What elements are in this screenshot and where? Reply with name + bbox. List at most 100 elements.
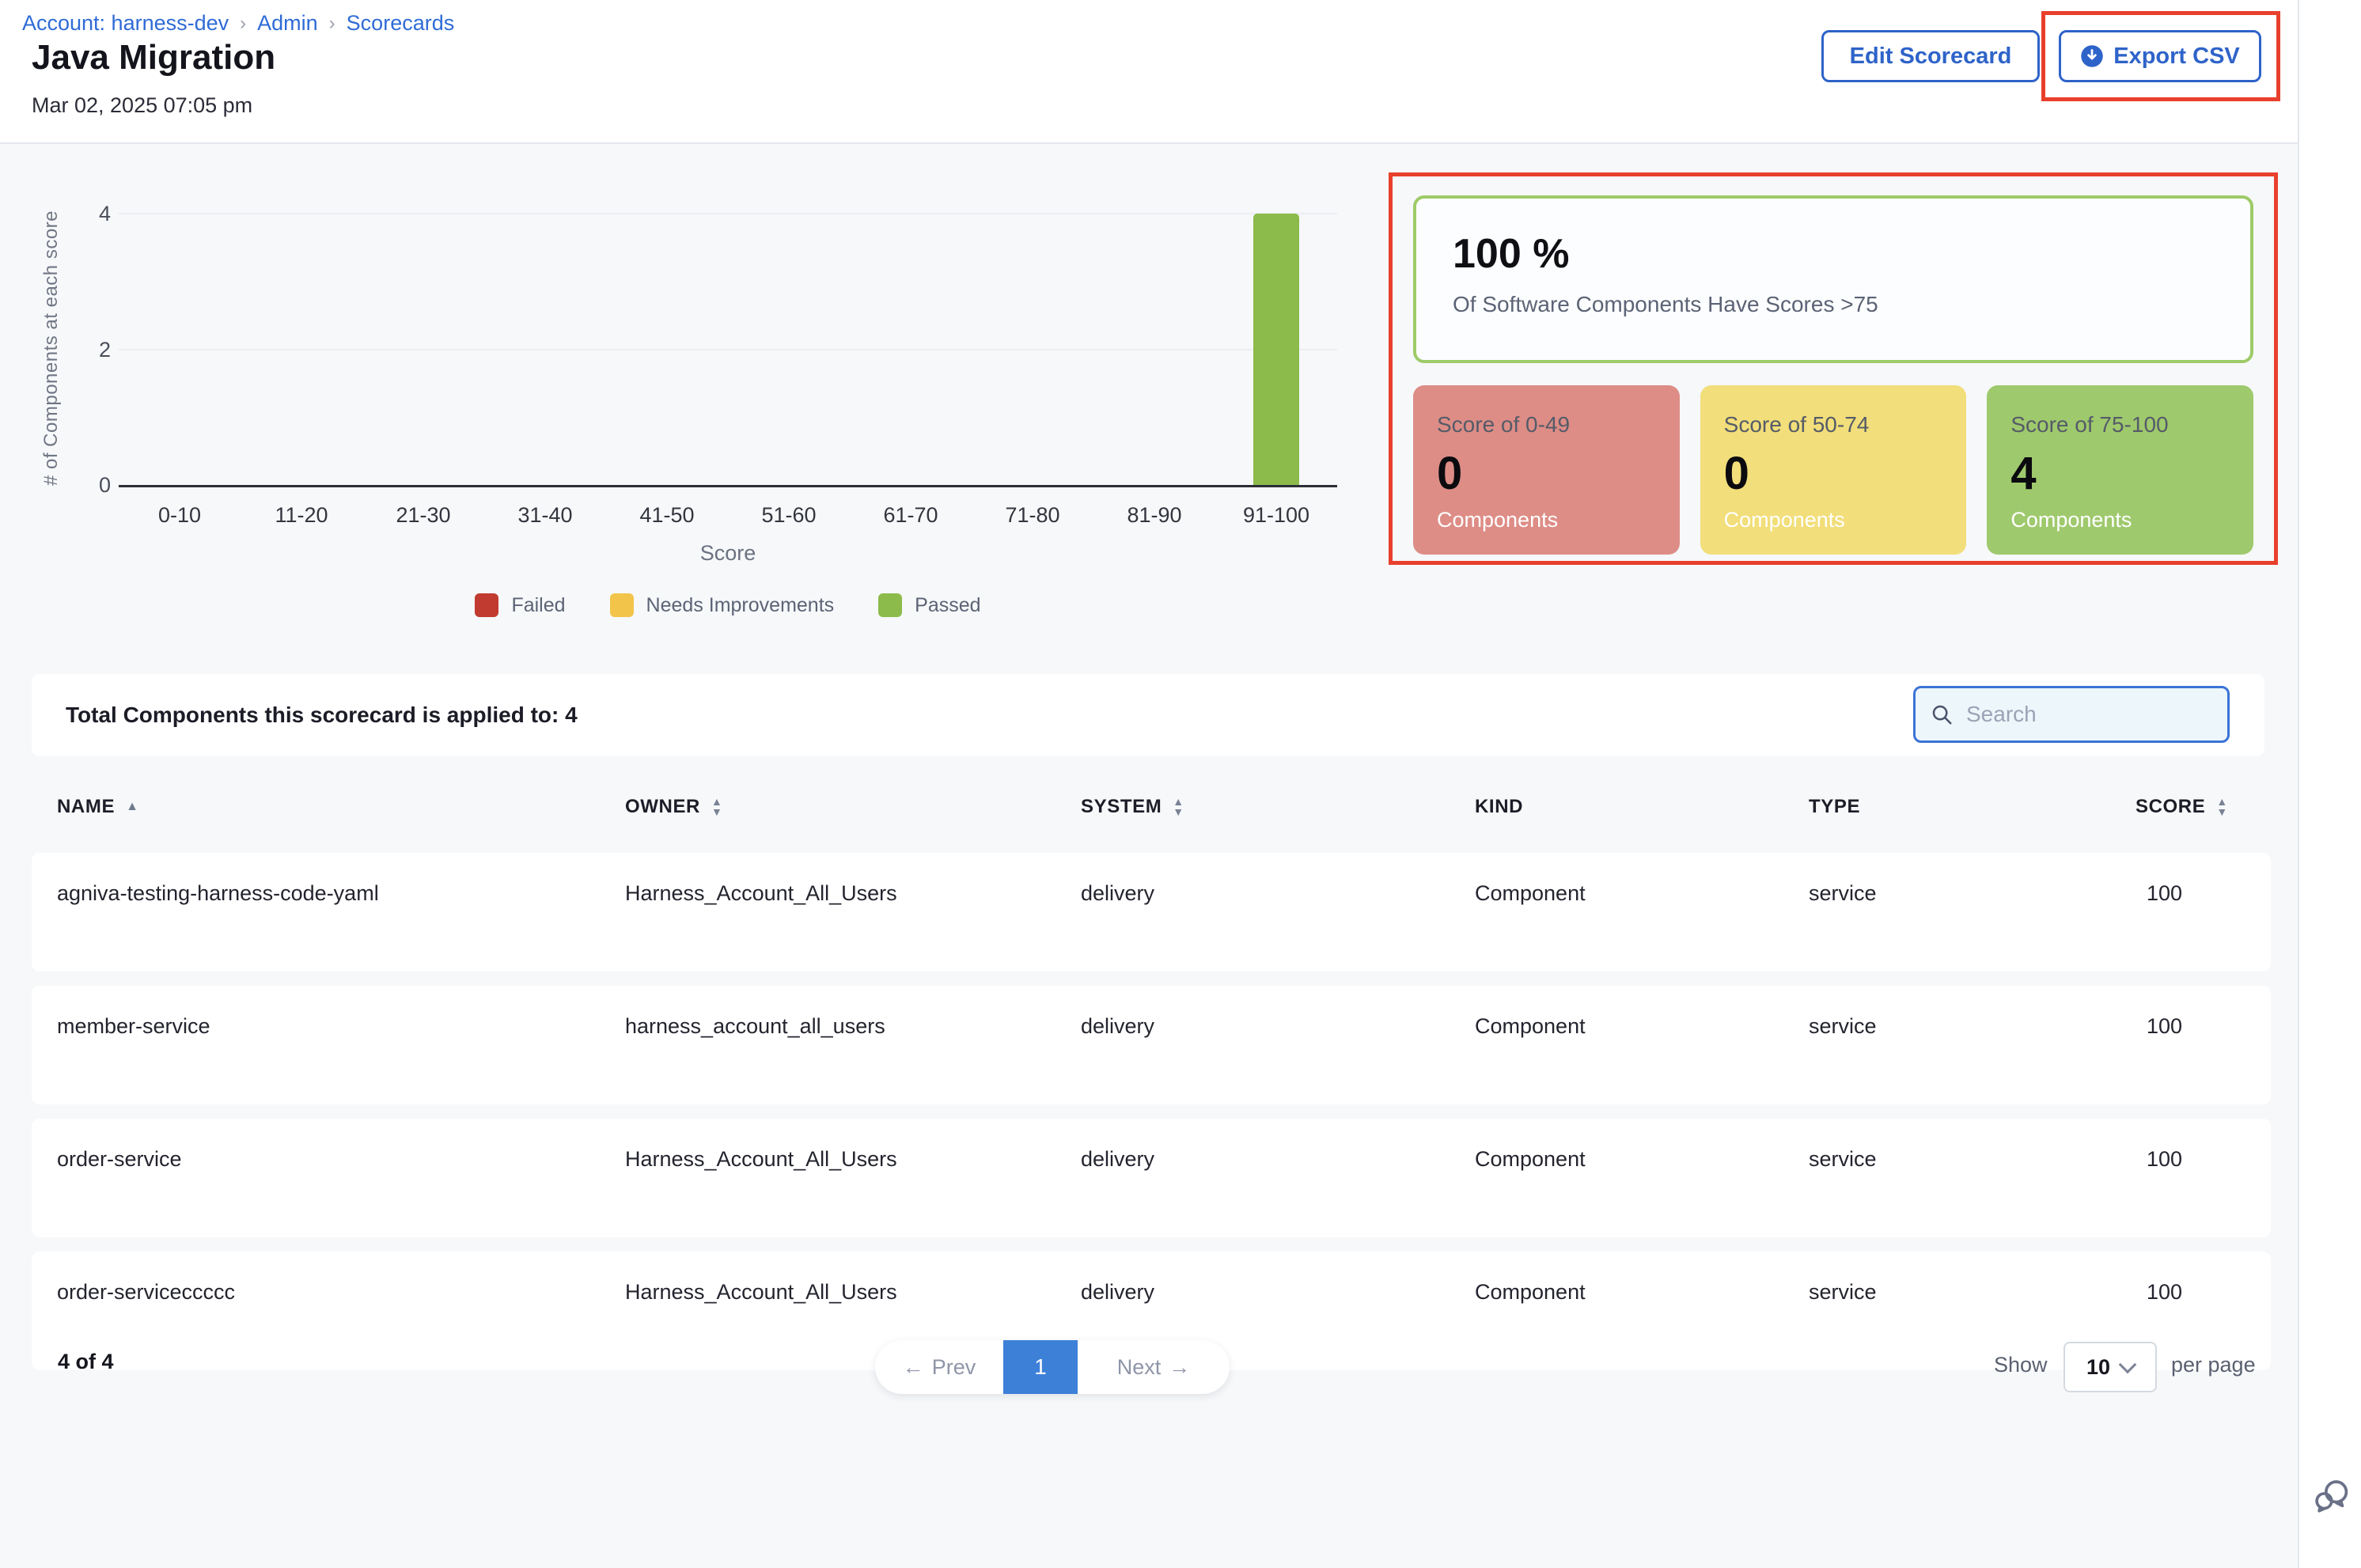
- column-header-system[interactable]: SYSTEM ▲ ▼: [1081, 795, 1184, 818]
- percent-summary-card: 100 % Of Software Components Have Scores…: [1413, 195, 2253, 363]
- results-count: 4 of 4: [58, 1350, 114, 1373]
- legend-item-needs-improvements: Needs Improvements: [609, 593, 835, 617]
- chart-y-tick: 0: [98, 473, 111, 497]
- chart-x-tick: 21-30: [396, 503, 451, 527]
- cell-system: delivery: [1081, 1280, 1155, 1304]
- table-header-row: NAME ▲ OWNER ▲ ▼ SYSTEM ▲ ▼ KIND TYPE SCOR…: [32, 782, 2271, 832]
- column-header-owner[interactable]: OWNER ▲ ▼: [625, 795, 723, 818]
- bucket-score-75-100: Score of 75-100 4 Components: [1987, 385, 2254, 555]
- chart-x-tick: 61-70: [883, 503, 938, 527]
- cell-owner: Harness_Account_All_Users: [625, 1147, 897, 1171]
- prev-page-button[interactable]: ← Prev: [902, 1354, 976, 1379]
- legend-label: Needs Improvements: [646, 593, 835, 616]
- search-box[interactable]: [1913, 686, 2230, 743]
- legend-swatch: [609, 593, 634, 617]
- bucket-caption: Components: [1723, 508, 1845, 532]
- cell-owner: Harness_Account_All_Users: [625, 1280, 897, 1304]
- cell-type: service: [1809, 1280, 1877, 1304]
- legend-swatch: [475, 593, 499, 617]
- chart-bar-passed: [1253, 214, 1299, 485]
- table-row[interactable]: order-service Harness_Account_All_Users de…: [32, 1119, 2271, 1237]
- cell-score: 100: [2147, 1147, 2183, 1171]
- cell-name: order-service: [57, 1147, 182, 1171]
- cell-name: agniva-testing-harness-code-yaml: [57, 881, 379, 905]
- breadcrumb-account-link[interactable]: Account: harness-dev: [22, 11, 229, 35]
- bucket-label: Score of 75-100: [2010, 412, 2169, 437]
- support-chat-icon[interactable]: [2309, 1473, 2355, 1519]
- page-number-button[interactable]: 1: [1003, 1340, 1078, 1394]
- chart-x-tick: 0-10: [157, 503, 202, 527]
- annotation-box-summary-panel: 100 % Of Software Components Have Scores…: [1389, 172, 2278, 565]
- cell-type: service: [1809, 1014, 1877, 1038]
- table-row[interactable]: member-service harness_account_all_users d…: [32, 986, 2271, 1104]
- pagination-control: ← Prev 1 Next →: [875, 1340, 1230, 1394]
- legend-swatch: [878, 593, 903, 617]
- column-header-type[interactable]: TYPE: [1809, 796, 1861, 817]
- show-label: Show: [1994, 1353, 2048, 1377]
- next-page-button[interactable]: Next →: [1116, 1354, 1191, 1379]
- per-page-label: per page: [2171, 1353, 2256, 1377]
- bucket-label: Score of 50-74: [1723, 412, 1870, 437]
- chart-y-axis-title: # of Components at each score: [40, 210, 62, 487]
- chart-gridline: [119, 348, 1337, 350]
- legend-item-failed: Failed: [475, 593, 566, 617]
- cell-name: member-service: [57, 1014, 210, 1038]
- chart-x-axis-title: Score: [699, 541, 756, 565]
- search-input[interactable]: [1965, 701, 2227, 728]
- sort-icon: ▲ ▼: [711, 795, 723, 818]
- cell-type: service: [1809, 1147, 1877, 1171]
- bucket-caption: Components: [1437, 508, 1559, 532]
- export-csv-label: Export CSV: [2113, 43, 2240, 69]
- annotation-box-export-csv: [2041, 11, 2280, 101]
- chart-y-tick: 2: [98, 337, 111, 362]
- chart-x-tick: 71-80: [1005, 503, 1060, 527]
- page-size-select[interactable]: 10: [2064, 1342, 2157, 1392]
- chart-x-tick: 81-90: [1127, 503, 1182, 527]
- arrow-right-icon: →: [1169, 1354, 1191, 1379]
- legend-label: Passed: [915, 593, 981, 616]
- bucket-score-50-74: Score of 50-74 0 Components: [1700, 385, 1967, 555]
- bucket-value: 0: [1437, 448, 1463, 499]
- bucket-value: 4: [2010, 448, 2037, 499]
- bucket-label: Score of 0-49: [1437, 412, 1571, 437]
- column-header-score[interactable]: SCORE ▲ ▼: [2136, 795, 2228, 818]
- cell-kind: Component: [1475, 1280, 1586, 1304]
- chart-y-tick: 4: [98, 202, 111, 225]
- arrow-left-icon: ←: [902, 1354, 924, 1379]
- cell-kind: Component: [1475, 1014, 1586, 1038]
- breadcrumb-scorecards-link[interactable]: Scorecards: [346, 11, 455, 35]
- sort-icon: ▲ ▼: [1173, 795, 1184, 818]
- chart-x-tick: 41-50: [639, 503, 695, 527]
- chevron-down-icon: [2118, 1355, 2137, 1374]
- chart-x-tick: 91-100: [1242, 503, 1310, 527]
- percent-value: 100 %: [1453, 231, 1570, 277]
- edit-scorecard-button[interactable]: Edit Scorecard: [1821, 30, 2040, 82]
- bucket-score-0-49: Score of 0-49 0 Components: [1413, 385, 1680, 555]
- chart-legend: Failed Needs Improvements Passed: [119, 593, 1337, 617]
- cell-system: delivery: [1081, 881, 1155, 905]
- chart-x-tick: 51-60: [761, 503, 817, 527]
- chart-x-axis-line: [119, 485, 1337, 487]
- cell-score: 100: [2147, 1014, 2183, 1038]
- percent-caption: Of Software Components Have Scores >75: [1453, 292, 1878, 316]
- cell-score: 100: [2147, 1280, 2183, 1304]
- app-content: Account: harness-dev › Admin › Scorecard…: [0, 0, 2299, 1568]
- cell-system: delivery: [1081, 1147, 1155, 1171]
- cell-owner: Harness_Account_All_Users: [625, 881, 897, 905]
- total-components-label: Total Components this scorecard is appli…: [66, 703, 578, 727]
- breadcrumb: Account: harness-dev › Admin › Scorecard…: [22, 11, 454, 36]
- cell-kind: Component: [1475, 1147, 1586, 1171]
- chart-x-tick: 31-40: [517, 503, 573, 527]
- breadcrumb-admin-link[interactable]: Admin: [257, 11, 318, 35]
- score-chart: # of Components at each score Score Fail…: [32, 166, 1377, 641]
- edit-scorecard-label: Edit Scorecard: [1849, 43, 2012, 69]
- column-header-name[interactable]: NAME ▲: [57, 796, 139, 817]
- page-header: Account: harness-dev › Admin › Scorecard…: [0, 0, 2298, 144]
- export-csv-button[interactable]: Export CSV: [2059, 30, 2261, 82]
- legend-label: Failed: [511, 593, 566, 616]
- column-header-kind[interactable]: KIND: [1475, 796, 1524, 817]
- legend-item-passed: Passed: [878, 593, 981, 617]
- cell-type: service: [1809, 881, 1877, 905]
- table-row[interactable]: agniva-testing-harness-code-yaml Harness_…: [32, 853, 2271, 971]
- bucket-caption: Components: [2010, 508, 2132, 532]
